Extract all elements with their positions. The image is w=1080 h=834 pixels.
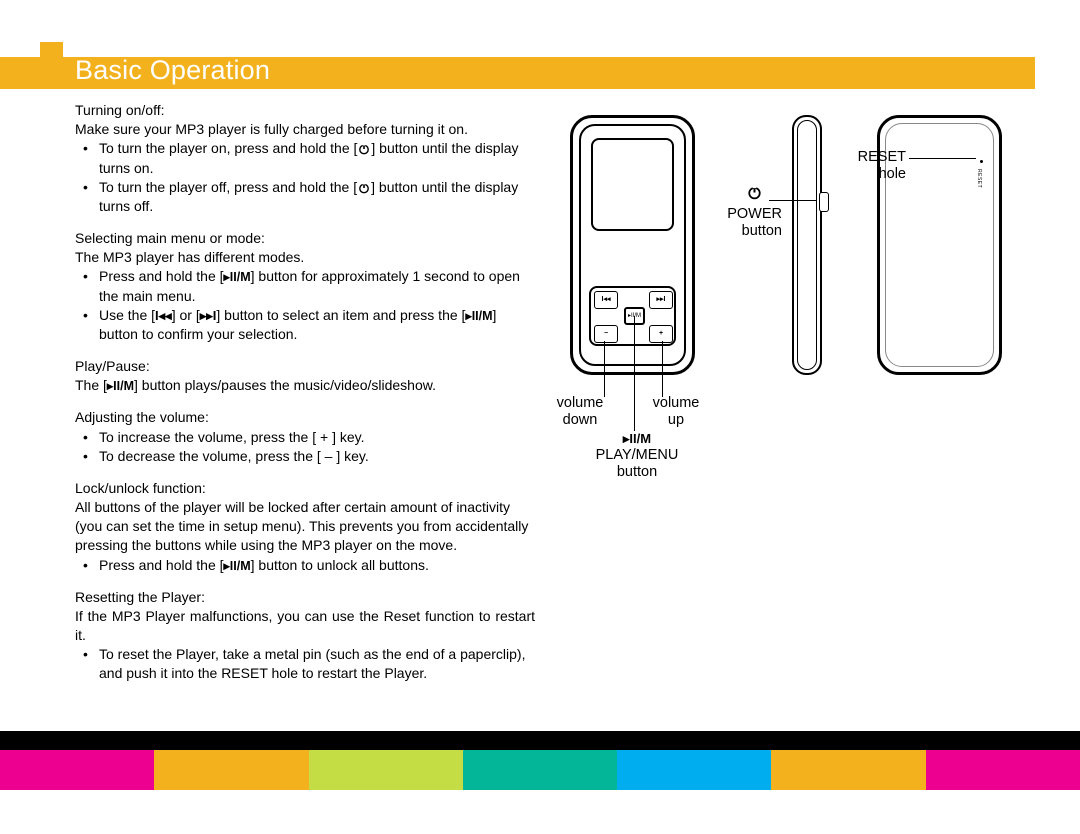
callout-symbol: ▸II/M xyxy=(582,431,692,447)
footer-seg xyxy=(617,750,771,790)
reset-hole-drawing xyxy=(980,160,983,163)
bullet: Use the [I◂◂] or [▸▸I] button to select … xyxy=(75,306,535,344)
bullet: To increase the volume, press the [ + ] … xyxy=(75,428,535,447)
device-front-view: I◂◂ ▸▸I − + ▸II/M xyxy=(570,115,695,375)
callout-text: POWER xyxy=(710,206,782,223)
power-icon xyxy=(358,182,370,194)
vol-down-key: − xyxy=(594,325,618,343)
callout-text: RESET xyxy=(850,149,906,166)
section-heading: Selecting main menu or mode: xyxy=(75,229,535,248)
callout-playmenu: ▸II/M PLAY/MENU button xyxy=(582,431,692,481)
footer-seg xyxy=(309,750,463,790)
footer-seg xyxy=(0,750,154,790)
footer-seg xyxy=(926,750,1080,790)
bullet: To decrease the volume, press the [ ‒ ] … xyxy=(75,447,535,466)
page-title: Basic Operation xyxy=(75,55,270,86)
bullet-text: To turn the player off, press and hold t… xyxy=(99,179,357,195)
content-column: Turning on/off: Make sure your MP3 playe… xyxy=(75,101,535,697)
callout-line xyxy=(909,158,976,159)
callout-text: volume xyxy=(640,395,712,412)
callout-volume-up: volume up xyxy=(640,395,712,430)
bullet: Press and hold the [▸II/M] button to unl… xyxy=(75,556,535,575)
callout-text: volume xyxy=(544,395,616,412)
line-text: ] button plays/pauses the music/video/sl… xyxy=(134,377,436,393)
vol-up-key: + xyxy=(649,325,673,343)
bullet-text: Use the [ xyxy=(99,307,155,323)
section-play: Play/Pause: The [▸II/M] button plays/pau… xyxy=(75,357,535,395)
footer-seg xyxy=(463,750,617,790)
bullet: Press and hold the [▸II/M] button for ap… xyxy=(75,267,535,305)
playmenu-icon-text: ▸II/M xyxy=(465,309,492,323)
bullet-text: ] button to unlock all buttons. xyxy=(251,557,429,573)
callout-reset: RESET hole xyxy=(850,149,906,184)
next-icon-text: ▸▸I xyxy=(200,308,217,323)
prev-key: I◂◂ xyxy=(594,291,618,309)
callout-text: PLAY/MENU xyxy=(582,447,692,464)
section-intro: The MP3 player has different modes. xyxy=(75,248,535,267)
section-selecting: Selecting main menu or mode: The MP3 pla… xyxy=(75,229,535,344)
callout-text: button xyxy=(582,464,692,481)
section-intro: If the MP3 Player malfunctions, you can … xyxy=(75,607,535,645)
bullet: To turn the player off, press and hold t… xyxy=(75,178,535,216)
power-icon xyxy=(358,143,370,155)
callout-line xyxy=(662,341,663,397)
next-key: ▸▸I xyxy=(649,291,673,309)
section-lock: Lock/unlock function: All buttons of the… xyxy=(75,479,535,575)
footer-seg xyxy=(771,750,925,790)
callout-text: button xyxy=(710,223,782,240)
power-icon xyxy=(747,185,762,200)
playmenu-icon-text: ▸II/M xyxy=(224,270,251,284)
bullet-text: ] button to select an item and press the… xyxy=(216,307,465,323)
bullet: To turn the player on, press and hold th… xyxy=(75,139,535,177)
bullet-text: Press and hold the [ xyxy=(99,557,224,573)
header-accent xyxy=(40,42,63,57)
device-keypad: I◂◂ ▸▸I − + ▸II/M xyxy=(589,286,676,346)
section-intro: All buttons of the player will be locked… xyxy=(75,498,535,556)
section-reset: Resetting the Player: If the MP3 Player … xyxy=(75,588,535,684)
device-screen xyxy=(591,138,674,231)
footer-black-bar xyxy=(0,731,1080,750)
playmenu-icon-text: ▸II/M xyxy=(224,559,251,573)
power-button-drawing xyxy=(819,192,829,212)
prev-icon-text: I◂◂ xyxy=(155,308,172,323)
device-side-view xyxy=(792,115,822,375)
bullet-text: ] or [ xyxy=(172,307,200,323)
callout-line xyxy=(769,200,817,201)
callout-text: down xyxy=(544,412,616,429)
bullet: To reset the Player, take a metal pin (s… xyxy=(75,645,535,683)
callout-volume-down: volume down xyxy=(544,395,616,430)
section-heading: Play/Pause: xyxy=(75,357,535,376)
footer-color-row xyxy=(0,750,1080,790)
section-heading: Adjusting the volume: xyxy=(75,408,535,427)
callout-line xyxy=(604,341,605,397)
diagram-area: I◂◂ ▸▸I − + ▸II/M volume down volume up … xyxy=(562,105,1042,485)
bullet-text: To turn the player on, press and hold th… xyxy=(99,140,357,156)
section-heading: Resetting the Player: xyxy=(75,588,535,607)
section-heading: Lock/unlock function: xyxy=(75,479,535,498)
section-line: The [▸II/M] button plays/pauses the musi… xyxy=(75,376,535,395)
playmenu-icon-text: ▸II/M xyxy=(107,379,134,393)
callout-power: POWER button xyxy=(710,206,782,241)
section-heading: Turning on/off: xyxy=(75,101,535,120)
footer-seg xyxy=(154,750,308,790)
line-text: The [ xyxy=(75,377,107,393)
device-side-inner xyxy=(797,120,817,370)
callout-line xyxy=(634,316,635,431)
section-volume: Adjusting the volume: To increase the vo… xyxy=(75,408,535,466)
callout-text: up xyxy=(640,412,712,429)
bullet-text: Press and hold the [ xyxy=(99,268,224,284)
section-turning: Turning on/off: Make sure your MP3 playe… xyxy=(75,101,535,216)
reset-label-small: RESET xyxy=(976,169,982,188)
section-intro: Make sure your MP3 player is fully charg… xyxy=(75,120,535,139)
callout-text: hole xyxy=(850,166,906,183)
